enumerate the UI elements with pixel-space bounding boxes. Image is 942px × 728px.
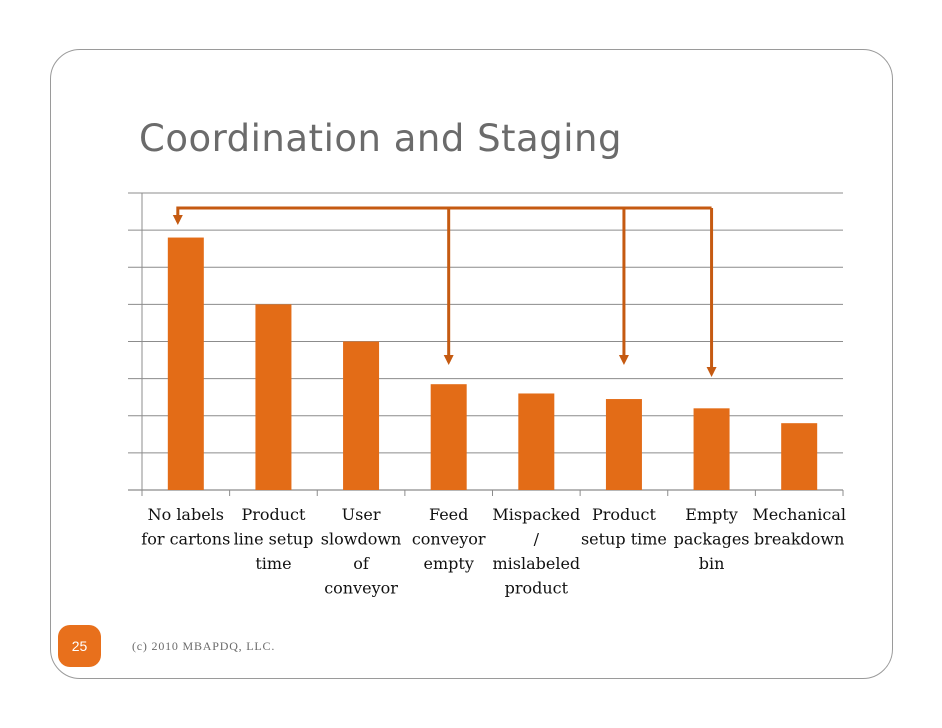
x-tick-label: Mechanical xyxy=(752,505,846,524)
x-tick-label: breakdown xyxy=(754,530,844,549)
x-tick-label: packages xyxy=(674,530,750,549)
x-tick-label: Product xyxy=(241,505,306,524)
slide-title: Coordination and Staging xyxy=(139,117,622,160)
slide-frame xyxy=(50,49,893,679)
footer-copyright: (c) 2010 MBAPDQ, LLC. xyxy=(132,639,276,653)
bar-1 xyxy=(167,237,204,490)
x-tick-label: slowdown xyxy=(321,530,402,549)
x-tick-label: Product xyxy=(592,505,657,524)
x-tick-label: for cartons xyxy=(141,530,230,549)
bar-5 xyxy=(518,393,555,490)
x-tick-label: Feed xyxy=(429,505,468,524)
page-number: 25 xyxy=(71,638,88,654)
x-tick-label: conveyor xyxy=(412,530,486,549)
x-tick-label: mislabeled xyxy=(492,554,580,573)
bar-3 xyxy=(343,341,380,490)
x-tick-label: bin xyxy=(699,554,725,573)
page-number-badge: 25 xyxy=(58,625,101,667)
bar-2 xyxy=(255,304,292,490)
x-tick-label: Mispacked xyxy=(492,505,580,524)
bar-4 xyxy=(430,384,467,490)
x-tick-label: time xyxy=(255,554,291,573)
bar-7 xyxy=(693,408,730,490)
x-tick-label: User xyxy=(342,505,381,524)
x-tick-label: / xyxy=(534,530,540,549)
x-tick-label: of xyxy=(353,554,370,573)
x-tick-label: line setup xyxy=(234,530,314,549)
x-tick-label: setup time xyxy=(581,530,667,549)
x-tick-label: No labels xyxy=(148,505,224,524)
x-tick-label: Empty xyxy=(685,505,738,524)
x-tick-label: empty xyxy=(424,554,474,573)
x-tick-label: product xyxy=(505,579,569,598)
bar-6 xyxy=(605,399,642,490)
arrow-to-no-labels xyxy=(172,206,712,225)
bar-8 xyxy=(781,423,818,490)
x-tick-label: conveyor xyxy=(324,579,398,598)
